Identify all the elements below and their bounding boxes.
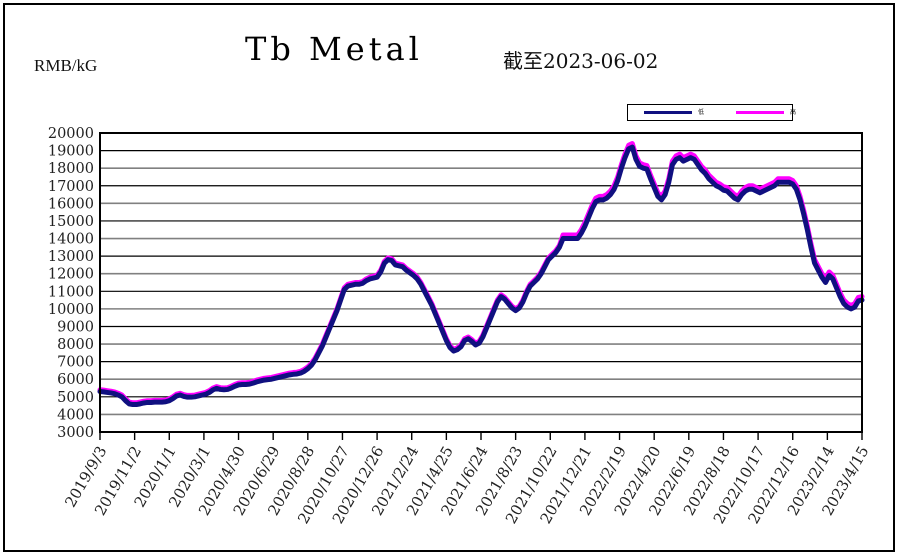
legend-label-high: 高	[790, 108, 797, 116]
data-series-layer	[97, 141, 865, 408]
y-tick-label: 11000	[48, 284, 94, 300]
image-border	[3, 3, 895, 552]
y-tick-label: 4000	[57, 407, 94, 423]
y-tick-label: 19000	[48, 144, 94, 160]
y-tick-label: 14000	[48, 232, 94, 248]
legend-swatch-high	[736, 111, 785, 114]
as-of-date: 截至2023-06-02	[503, 49, 659, 73]
y-tick-label: 8000	[57, 337, 94, 353]
grid-lines	[100, 132, 862, 416]
y-tick-label: 9000	[57, 319, 94, 335]
y-tick-label: 3000	[57, 425, 94, 441]
chart-title: Tb Metal	[245, 30, 423, 68]
y-tick-label: 18000	[48, 161, 94, 177]
legend-label-low: 低	[698, 108, 705, 116]
legend-item-high: 高	[736, 105, 796, 120]
y-tick-label: 17000	[48, 179, 94, 195]
y-tick-label: 7000	[57, 355, 94, 371]
series-line	[97, 144, 865, 408]
y-tick-label: 15000	[48, 214, 94, 230]
y-axis-unit-label: RMB/kG	[34, 56, 98, 75]
chart-legend: 低 高	[627, 104, 796, 121]
x-axis-tick-labels: 2019/9/32019/11/22020/1/12020/3/12020/4/…	[61, 443, 872, 527]
y-tick-label: 10000	[48, 302, 94, 318]
y-tick-label: 12000	[48, 267, 94, 283]
y-tick-label: 5000	[57, 390, 94, 406]
y-tick-label: 13000	[48, 249, 94, 265]
y-tick-label: 16000	[48, 196, 94, 212]
y-tick-label: 6000	[57, 372, 94, 388]
legend-swatch-low	[644, 111, 692, 114]
x-axis-ticks	[99, 432, 863, 440]
legend-item-low: 低	[644, 105, 704, 120]
y-tick-label: 20000	[48, 126, 94, 142]
